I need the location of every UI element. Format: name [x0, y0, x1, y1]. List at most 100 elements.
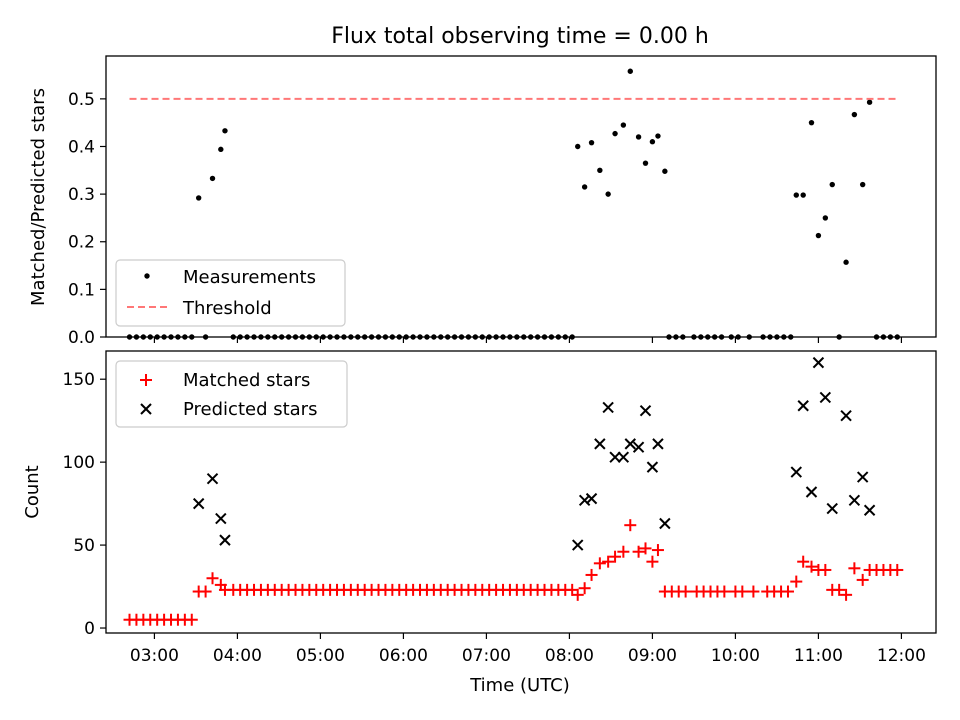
measurement-point	[718, 334, 725, 340]
predicted-point	[790, 466, 802, 478]
measurement-point	[368, 334, 375, 340]
predicted-point	[578, 494, 591, 507]
measurement-point	[168, 334, 174, 340]
matched-point	[206, 572, 219, 585]
measurement-point	[746, 334, 752, 340]
matched-point	[646, 555, 659, 568]
y-tick-label: 0.5	[68, 90, 95, 110]
measurement-point	[527, 334, 534, 340]
measurement-point	[292, 334, 299, 340]
measurement-point	[500, 334, 506, 340]
measurement-point	[175, 334, 181, 340]
measurement-point	[458, 334, 465, 340]
predicted-point	[819, 391, 832, 404]
measurement-point	[642, 160, 649, 166]
legend-measurements-label: Measurements	[183, 267, 316, 288]
measurement-point	[403, 334, 409, 340]
matched-point	[679, 585, 692, 598]
measurement-point	[711, 334, 718, 340]
measurement-point	[843, 259, 849, 265]
ratio-axis-ticks: 0.0 0.1 0.2 0.3 0.4 0.5	[68, 90, 903, 348]
matched-point	[840, 588, 853, 601]
ratio-plot-frame	[105, 55, 937, 338]
predicted-point	[632, 441, 645, 453]
measurement-point	[562, 334, 568, 340]
y-tick-label: 0.2	[68, 233, 95, 253]
measurement-point	[424, 334, 430, 340]
predicted-point	[206, 473, 219, 485]
measurement-point	[465, 334, 472, 340]
y-tick-label: 100	[63, 453, 95, 473]
measurement-point	[244, 334, 250, 340]
measurement-point	[666, 334, 672, 340]
x-axis-label: Time (UTC)	[469, 675, 570, 696]
measurement-point	[597, 167, 603, 174]
measurement-point	[507, 334, 513, 340]
matched-point	[602, 555, 615, 568]
measurement-point	[195, 195, 202, 201]
x-tick-label: 12:00	[877, 646, 926, 666]
matched-point	[819, 563, 832, 576]
predicted-point	[856, 471, 869, 483]
measurement-point	[251, 334, 257, 340]
measurement-point	[272, 334, 278, 340]
chart-title: Flux total observing time = 0.00 h	[331, 24, 709, 49]
predicted-point	[805, 486, 818, 498]
predicted-point	[826, 502, 838, 515]
measurement-point	[161, 334, 167, 340]
measurement-point	[299, 334, 306, 340]
measurement-point	[655, 133, 661, 139]
measurement-point	[866, 99, 873, 105]
matched-point	[856, 573, 869, 586]
measurement-point	[147, 334, 153, 340]
matched-point	[585, 568, 598, 581]
measurement-point	[472, 334, 479, 340]
measurement-point	[815, 232, 822, 239]
measurement-point	[230, 334, 236, 340]
measurement-point	[237, 334, 243, 340]
matched-point	[747, 585, 760, 598]
measurement-point	[635, 134, 642, 140]
measurement-point	[788, 334, 794, 340]
measurement-point	[451, 334, 458, 340]
measurement-point	[735, 334, 741, 340]
matched-point	[833, 583, 846, 596]
x-tick-label: 04:00	[213, 646, 262, 666]
matched-point	[624, 519, 637, 532]
measurement-point	[569, 334, 575, 340]
measurement-point	[521, 334, 527, 340]
matched-point	[790, 575, 803, 588]
measurement-point	[859, 181, 866, 188]
measurement-point	[389, 334, 396, 340]
measurement-point	[218, 146, 224, 153]
measurement-point	[836, 334, 842, 340]
legend-predicted-marker	[140, 403, 152, 415]
measurement-point	[673, 334, 679, 340]
ratio-legend-box	[115, 259, 346, 327]
measurement-point	[202, 334, 209, 340]
measurement-point	[793, 192, 799, 198]
legend-measurements-marker	[144, 273, 150, 279]
y-tick-label: 0.0	[68, 328, 95, 348]
measurement-point	[588, 139, 595, 146]
measurement-point	[375, 334, 382, 340]
measurement-point	[829, 181, 835, 188]
measurement-point	[873, 334, 880, 340]
measurement-point	[627, 68, 633, 74]
predicted-point	[192, 497, 205, 510]
matched-point	[199, 585, 212, 598]
matched-point	[805, 560, 818, 573]
legend-predicted-label: Predicted stars	[183, 399, 317, 420]
x-tick-label: 07:00	[462, 646, 511, 666]
measurement-point	[605, 191, 611, 197]
measurement-point	[126, 334, 133, 340]
predicted-point	[646, 461, 659, 473]
measurement-point	[486, 334, 492, 340]
measurement-point	[612, 130, 618, 137]
matched-point	[571, 588, 584, 601]
x-tick-label: 11:00	[794, 646, 843, 666]
legend-matched-label: Matched stars	[183, 370, 310, 391]
measurement-point	[894, 334, 900, 340]
